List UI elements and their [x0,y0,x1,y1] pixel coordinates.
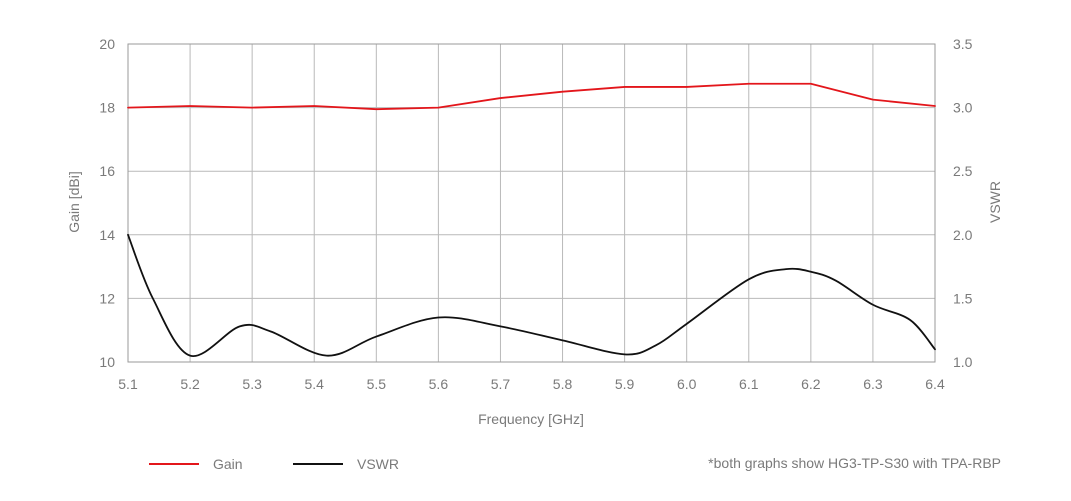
left-axis-ticks: 10 12 14 16 18 20 [99,36,115,370]
y-right-axis-title: VSWR [987,181,1003,223]
x-tick-label: 5.8 [553,376,573,392]
y-left-tick-label: 12 [99,290,115,306]
right-axis-ticks: 1.0 1.5 2.0 2.5 3.0 3.5 [953,36,973,370]
grid-lines [127,43,936,363]
y-right-tick-label: 3.0 [953,100,973,116]
x-tick-label: 6.3 [863,376,883,392]
series-line-vswr [127,233,936,357]
plot-frame [127,43,936,363]
x-tick-label: 5.2 [180,376,200,392]
y-left-axis-title: Gain [dBi] [66,171,82,232]
x-tick-label: 5.4 [304,376,324,392]
y-left-tick-label: 10 [99,354,115,370]
y-right-tick-label: 2.0 [953,227,973,243]
x-tick-label: 5.1 [118,376,138,392]
x-tick-label: 6.2 [801,376,821,392]
y-left-tick-label: 18 [99,100,115,116]
legend-vswr-label: VSWR [357,456,399,472]
x-tick-label: 5.9 [615,376,635,392]
x-tick-label: 5.3 [242,376,262,392]
y-right-tick-label: 3.5 [953,36,973,52]
x-tick-label: 6.0 [677,376,697,392]
x-tick-label: 5.7 [491,376,511,392]
x-tick-label: 6.1 [739,376,759,392]
y-left-tick-label: 14 [99,227,115,243]
series-line-gain [127,82,936,111]
y-right-tick-label: 1.0 [953,354,973,370]
x-axis-ticks: 5.1 5.2 5.3 5.4 5.5 5.6 5.7 5.8 5.9 6.0 6.1 6.2 6.3 6… [118,376,945,392]
y-left-tick-label: 16 [99,163,115,179]
x-axis-title: Frequency [GHz] [478,411,584,427]
y-right-tick-label: 2.5 [953,163,973,179]
x-tick-label: 5.6 [429,376,449,392]
y-left-tick-label: 20 [99,36,115,52]
legend-gain-label: Gain [213,456,243,472]
footnote: *both graphs show HG3-TP-S30 with TPA-RB… [708,455,1001,471]
series-lines [127,82,936,357]
x-tick-label: 5.5 [367,376,387,392]
x-tick-label: 6.4 [925,376,945,392]
y-right-tick-label: 1.5 [953,290,973,306]
legend: Gain VSWR [149,456,399,472]
